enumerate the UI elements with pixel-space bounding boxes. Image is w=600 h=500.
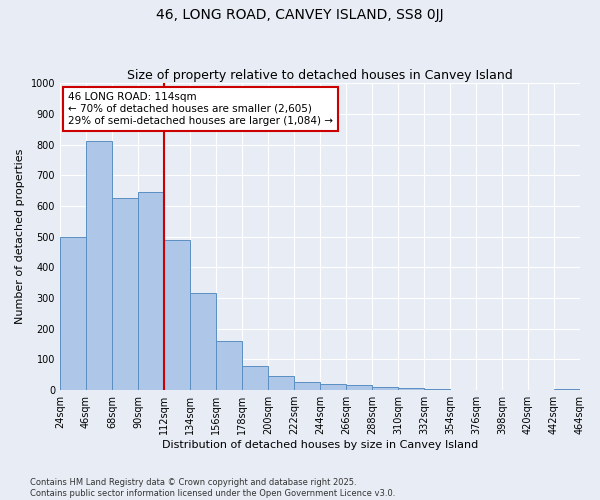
Title: Size of property relative to detached houses in Canvey Island: Size of property relative to detached ho… — [127, 69, 513, 82]
Y-axis label: Number of detached properties: Number of detached properties — [15, 149, 25, 324]
Text: 46, LONG ROAD, CANVEY ISLAND, SS8 0JJ: 46, LONG ROAD, CANVEY ISLAND, SS8 0JJ — [156, 8, 444, 22]
Bar — [372, 387, 398, 390]
Bar — [268, 376, 294, 390]
Bar — [86, 142, 112, 390]
Text: Contains HM Land Registry data © Crown copyright and database right 2025.
Contai: Contains HM Land Registry data © Crown c… — [30, 478, 395, 498]
Bar — [164, 240, 190, 390]
Bar — [398, 388, 424, 390]
Bar — [320, 384, 346, 390]
Bar — [190, 294, 216, 390]
Bar — [242, 366, 268, 390]
Bar — [294, 382, 320, 390]
Bar — [138, 192, 164, 390]
Bar — [554, 388, 580, 390]
X-axis label: Distribution of detached houses by size in Canvey Island: Distribution of detached houses by size … — [162, 440, 478, 450]
Bar — [60, 236, 86, 390]
Bar — [216, 341, 242, 390]
Bar — [346, 386, 372, 390]
Bar — [424, 388, 450, 390]
Bar — [112, 198, 138, 390]
Text: 46 LONG ROAD: 114sqm
← 70% of detached houses are smaller (2,605)
29% of semi-de: 46 LONG ROAD: 114sqm ← 70% of detached h… — [68, 92, 333, 126]
